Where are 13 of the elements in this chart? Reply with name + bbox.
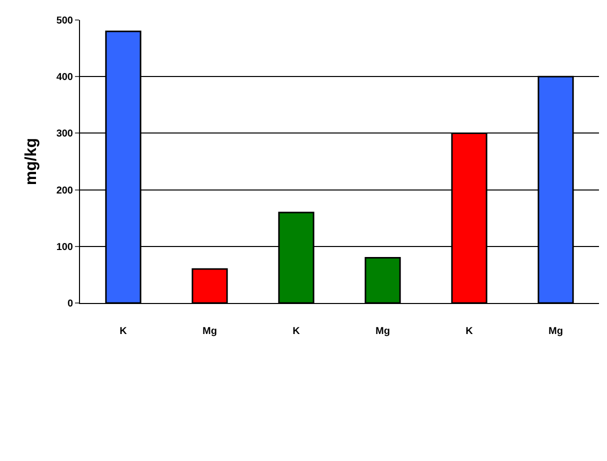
y-tick-label: 200 — [56, 185, 74, 196]
y-tick-label: 100 — [56, 242, 74, 253]
x-tick-label: K — [120, 326, 128, 337]
y-tick-label: 400 — [56, 72, 74, 84]
y-tick-label: 0 — [67, 298, 74, 310]
y-tick-label: 500 — [56, 16, 74, 26]
y-axis-title: mg/kg — [23, 138, 40, 186]
x-tick-label: K — [292, 326, 301, 337]
y-tick-label: 300 — [56, 128, 74, 140]
x-tick-label: Mg — [376, 326, 390, 337]
x-tick-label: Mg — [202, 326, 217, 337]
x-tick-label: Mg — [548, 326, 563, 337]
x-tick-label: K — [466, 326, 474, 337]
